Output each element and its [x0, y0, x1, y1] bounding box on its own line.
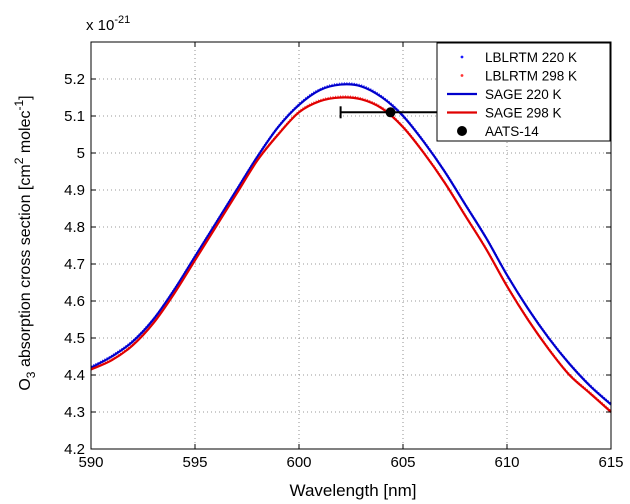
y-tick-label: 5.1 [64, 108, 85, 125]
y-tick-label: 4.2 [64, 441, 85, 458]
y-tick-label: 4.8 [64, 219, 85, 236]
legend-label: LBLRTM 298 K [485, 69, 577, 84]
y-tick-label: 4.5 [64, 330, 85, 347]
legend-entry-lblrtm-220-k: LBLRTM 220 K [460, 50, 577, 65]
x-tick-label: 615 [598, 454, 623, 471]
plot-series [90, 82, 612, 413]
legend-label: AATS-14 [485, 124, 539, 139]
legend-swatch [460, 55, 464, 59]
legend-swatch [457, 126, 467, 136]
y-axis-label: O3 absorption cross section [cm2 molec-1… [12, 95, 38, 390]
y-tick-label: 4.4 [64, 367, 85, 384]
y-tick-label: 4.7 [64, 256, 85, 273]
x-tick-label: 590 [78, 454, 103, 471]
legend-label: SAGE 298 K [485, 106, 562, 121]
y-tick-label: 4.6 [64, 293, 85, 310]
legend-entry-lblrtm-298-k: LBLRTM 298 K [460, 69, 577, 84]
legend: LBLRTM 220 K LBLRTM 298 K SAGE 220 K SAGE 2… [436, 42, 611, 142]
y-tick-label: 4.3 [64, 404, 85, 421]
x-tick-label: 605 [390, 454, 415, 471]
series-line-sage-298-k [90, 96, 612, 413]
x-tick-label: 595 [182, 454, 207, 471]
plot-frame [90, 41, 612, 450]
legend-entry-sage-298-k: SAGE 298 K [447, 106, 562, 121]
y-tick-label: 4.9 [64, 182, 85, 199]
legend-entry-aats-14: AATS-14 [457, 124, 539, 139]
y-tick-label: 5 [77, 145, 85, 162]
axis-ticks: 590 595 600 605 610 615 4.2 4.3 4.4 4.5 4.6 4.7 4.8 4… [64, 42, 624, 471]
x-axis-label: Wavelength [nm] [290, 481, 417, 500]
x-tick-label: 600 [286, 454, 311, 471]
legend-box [436, 42, 611, 142]
y-multiplier: x 10-21 [86, 14, 130, 34]
legend-label: SAGE 220 K [485, 87, 562, 102]
grid-lines [91, 42, 611, 449]
y-tick-label: 5.2 [64, 71, 85, 88]
legend-label: LBLRTM 220 K [485, 50, 577, 65]
data-point-aats-14 [385, 107, 396, 118]
legend-entry-sage-220-k: SAGE 220 K [447, 87, 562, 102]
series-line-sage-220-k [90, 83, 612, 406]
series-dots-lblrtm-298-k [90, 95, 612, 411]
x-tick-label: 610 [494, 454, 519, 471]
legend-swatch [460, 74, 464, 77]
